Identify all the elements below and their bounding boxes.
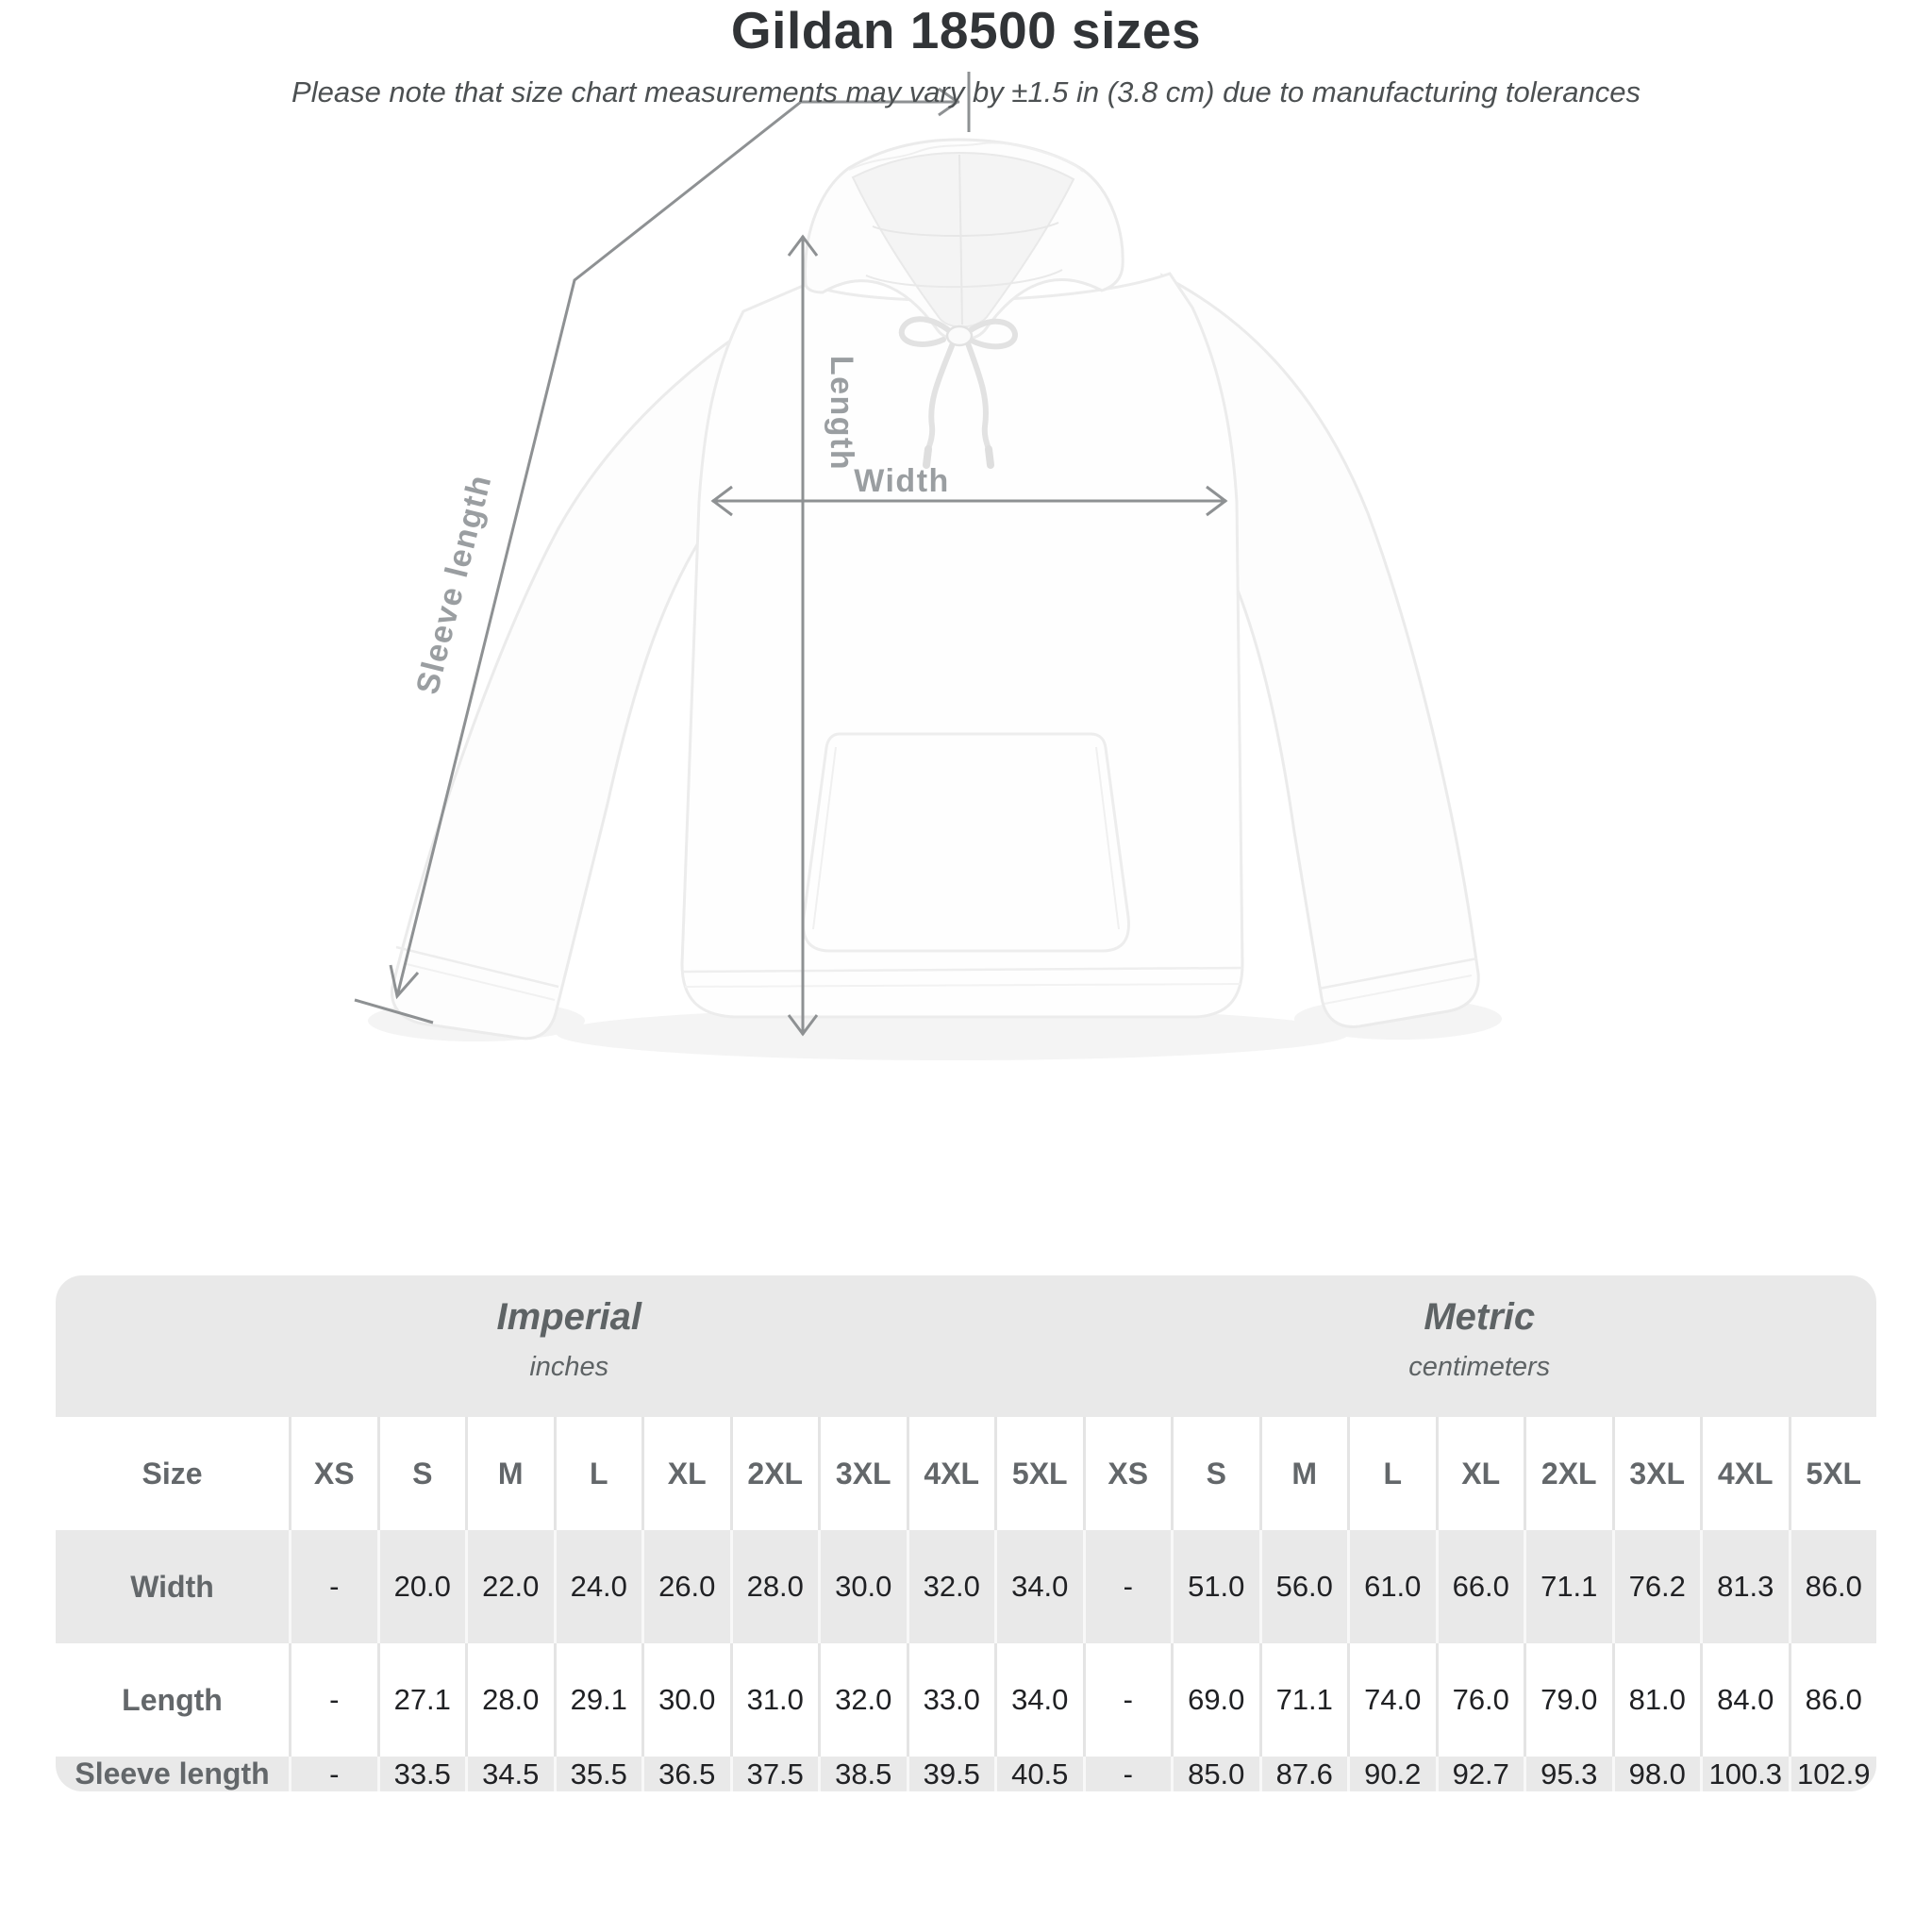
value-cell: 92.7 xyxy=(1435,1757,1524,1791)
value-cell: 27.1 xyxy=(376,1643,465,1757)
value-cell: - xyxy=(289,1530,377,1643)
value-cell: 84.0 xyxy=(1700,1643,1789,1757)
size-header-cell: L xyxy=(553,1417,641,1530)
value-cell: 26.0 xyxy=(641,1530,730,1643)
value-cell: - xyxy=(289,1757,377,1791)
value-cell: 31.0 xyxy=(729,1643,818,1757)
value-cell: 29.1 xyxy=(553,1643,641,1757)
value-cell: 86.0 xyxy=(1788,1530,1876,1643)
imperial-label: Imperial xyxy=(496,1296,641,1338)
value-cell: 38.5 xyxy=(818,1757,907,1791)
size-header-cell: 3XL xyxy=(1611,1417,1700,1530)
row-label: Width xyxy=(56,1530,289,1643)
size-table: Imperial inches Metric centimeters Size X… xyxy=(56,1275,1876,1791)
size-header-cell: 2XL xyxy=(1524,1417,1612,1530)
value-cell: 76.2 xyxy=(1611,1530,1700,1643)
value-cell: 95.3 xyxy=(1524,1757,1612,1791)
value-cell: 33.5 xyxy=(376,1757,465,1791)
value-cell: 90.2 xyxy=(1347,1757,1436,1791)
value-cell: 100.3 xyxy=(1700,1757,1789,1791)
size-header-cell: 4XL xyxy=(1700,1417,1789,1530)
value-cell: 51.0 xyxy=(1171,1530,1259,1643)
metric-header: Metric centimeters xyxy=(1082,1275,1876,1417)
length-arrow xyxy=(787,234,819,1037)
sleeve-length-arrow xyxy=(354,72,971,1024)
page-title: Gildan 18500 sizes xyxy=(730,1,1202,59)
value-cell: - xyxy=(289,1643,377,1757)
width-label: Width xyxy=(854,463,950,499)
hoodie-hood xyxy=(804,138,1124,341)
size-col-header: Size xyxy=(56,1417,289,1530)
value-cell: 56.0 xyxy=(1258,1530,1347,1643)
value-cell: 24.0 xyxy=(553,1530,641,1643)
hoodie-body xyxy=(680,272,1244,1019)
hoodie-illustration: Length Width Sleeve length xyxy=(354,72,1502,1060)
value-cell: 102.9 xyxy=(1788,1757,1876,1791)
value-cell: - xyxy=(1082,1643,1171,1757)
value-cell: 40.5 xyxy=(994,1757,1083,1791)
value-cell: 32.0 xyxy=(818,1643,907,1757)
row-label: Sleeve length xyxy=(56,1757,289,1791)
row-label: Length xyxy=(56,1643,289,1757)
size-header-cell: XL xyxy=(641,1417,730,1530)
value-cell: 28.0 xyxy=(465,1643,554,1757)
value-cell: 30.0 xyxy=(818,1530,907,1643)
value-cell: 34.0 xyxy=(994,1530,1083,1643)
size-header-cell: S xyxy=(1171,1417,1259,1530)
value-cell: 85.0 xyxy=(1171,1757,1259,1791)
value-cell: 79.0 xyxy=(1524,1643,1612,1757)
size-header-cell: 3XL xyxy=(818,1417,907,1530)
value-cell: 71.1 xyxy=(1258,1643,1347,1757)
value-cell: 81.0 xyxy=(1611,1643,1700,1757)
hoodie-drawstrings xyxy=(898,316,1018,469)
hoodie-right-sleeve xyxy=(1160,273,1480,1028)
metric-unit: centimeters xyxy=(1408,1352,1551,1382)
value-cell: - xyxy=(1082,1530,1171,1643)
size-header-cell: XL xyxy=(1435,1417,1524,1530)
value-cell: 34.0 xyxy=(994,1643,1083,1757)
value-cell: 87.6 xyxy=(1258,1757,1347,1791)
imperial-unit: inches xyxy=(529,1352,609,1382)
value-cell: 28.0 xyxy=(729,1530,818,1643)
chart-title-block: Gildan 18500 sizes Please note that size… xyxy=(0,0,1932,109)
size-header-cell: 4XL xyxy=(906,1417,994,1530)
value-cell: 66.0 xyxy=(1435,1530,1524,1643)
value-cell: 33.0 xyxy=(906,1643,994,1757)
imperial-header: Imperial inches xyxy=(56,1275,1083,1417)
size-header-cell: L xyxy=(1347,1417,1436,1530)
kangaroo-pocket xyxy=(802,732,1130,953)
value-cell: 39.5 xyxy=(906,1757,994,1791)
tolerance-note: Please note that size chart measurements… xyxy=(291,75,1641,108)
value-cell: 34.5 xyxy=(465,1757,554,1791)
value-cell: 98.0 xyxy=(1611,1757,1700,1791)
sleeve-length-label: Sleeve length xyxy=(409,471,499,698)
value-cell: 71.1 xyxy=(1524,1530,1612,1643)
size-header-cell: M xyxy=(465,1417,554,1530)
value-cell: - xyxy=(1082,1757,1171,1791)
width-arrow xyxy=(710,485,1228,517)
metric-label: Metric xyxy=(1424,1296,1536,1338)
value-cell: 35.5 xyxy=(553,1757,641,1791)
value-cell: 20.0 xyxy=(376,1530,465,1643)
value-cell: 74.0 xyxy=(1347,1643,1436,1757)
value-cell: 22.0 xyxy=(465,1530,554,1643)
size-header-cell: XS xyxy=(1082,1417,1171,1530)
length-label: Length xyxy=(824,356,859,471)
value-cell: 30.0 xyxy=(641,1643,730,1757)
value-cell: 86.0 xyxy=(1788,1643,1876,1757)
size-header-cell: M xyxy=(1258,1417,1347,1530)
size-header-cell: XS xyxy=(289,1417,377,1530)
value-cell: 32.0 xyxy=(906,1530,994,1643)
value-cell: 81.3 xyxy=(1700,1530,1789,1643)
size-header-cell: 5XL xyxy=(994,1417,1083,1530)
size-header-cell: 2XL xyxy=(729,1417,818,1530)
value-cell: 37.5 xyxy=(729,1757,818,1791)
value-cell: 69.0 xyxy=(1171,1643,1259,1757)
value-cell: 61.0 xyxy=(1347,1530,1436,1643)
value-cell: 36.5 xyxy=(641,1757,730,1791)
size-header-cell: S xyxy=(376,1417,465,1530)
size-header-cell: 5XL xyxy=(1788,1417,1876,1530)
value-cell: 76.0 xyxy=(1435,1643,1524,1757)
